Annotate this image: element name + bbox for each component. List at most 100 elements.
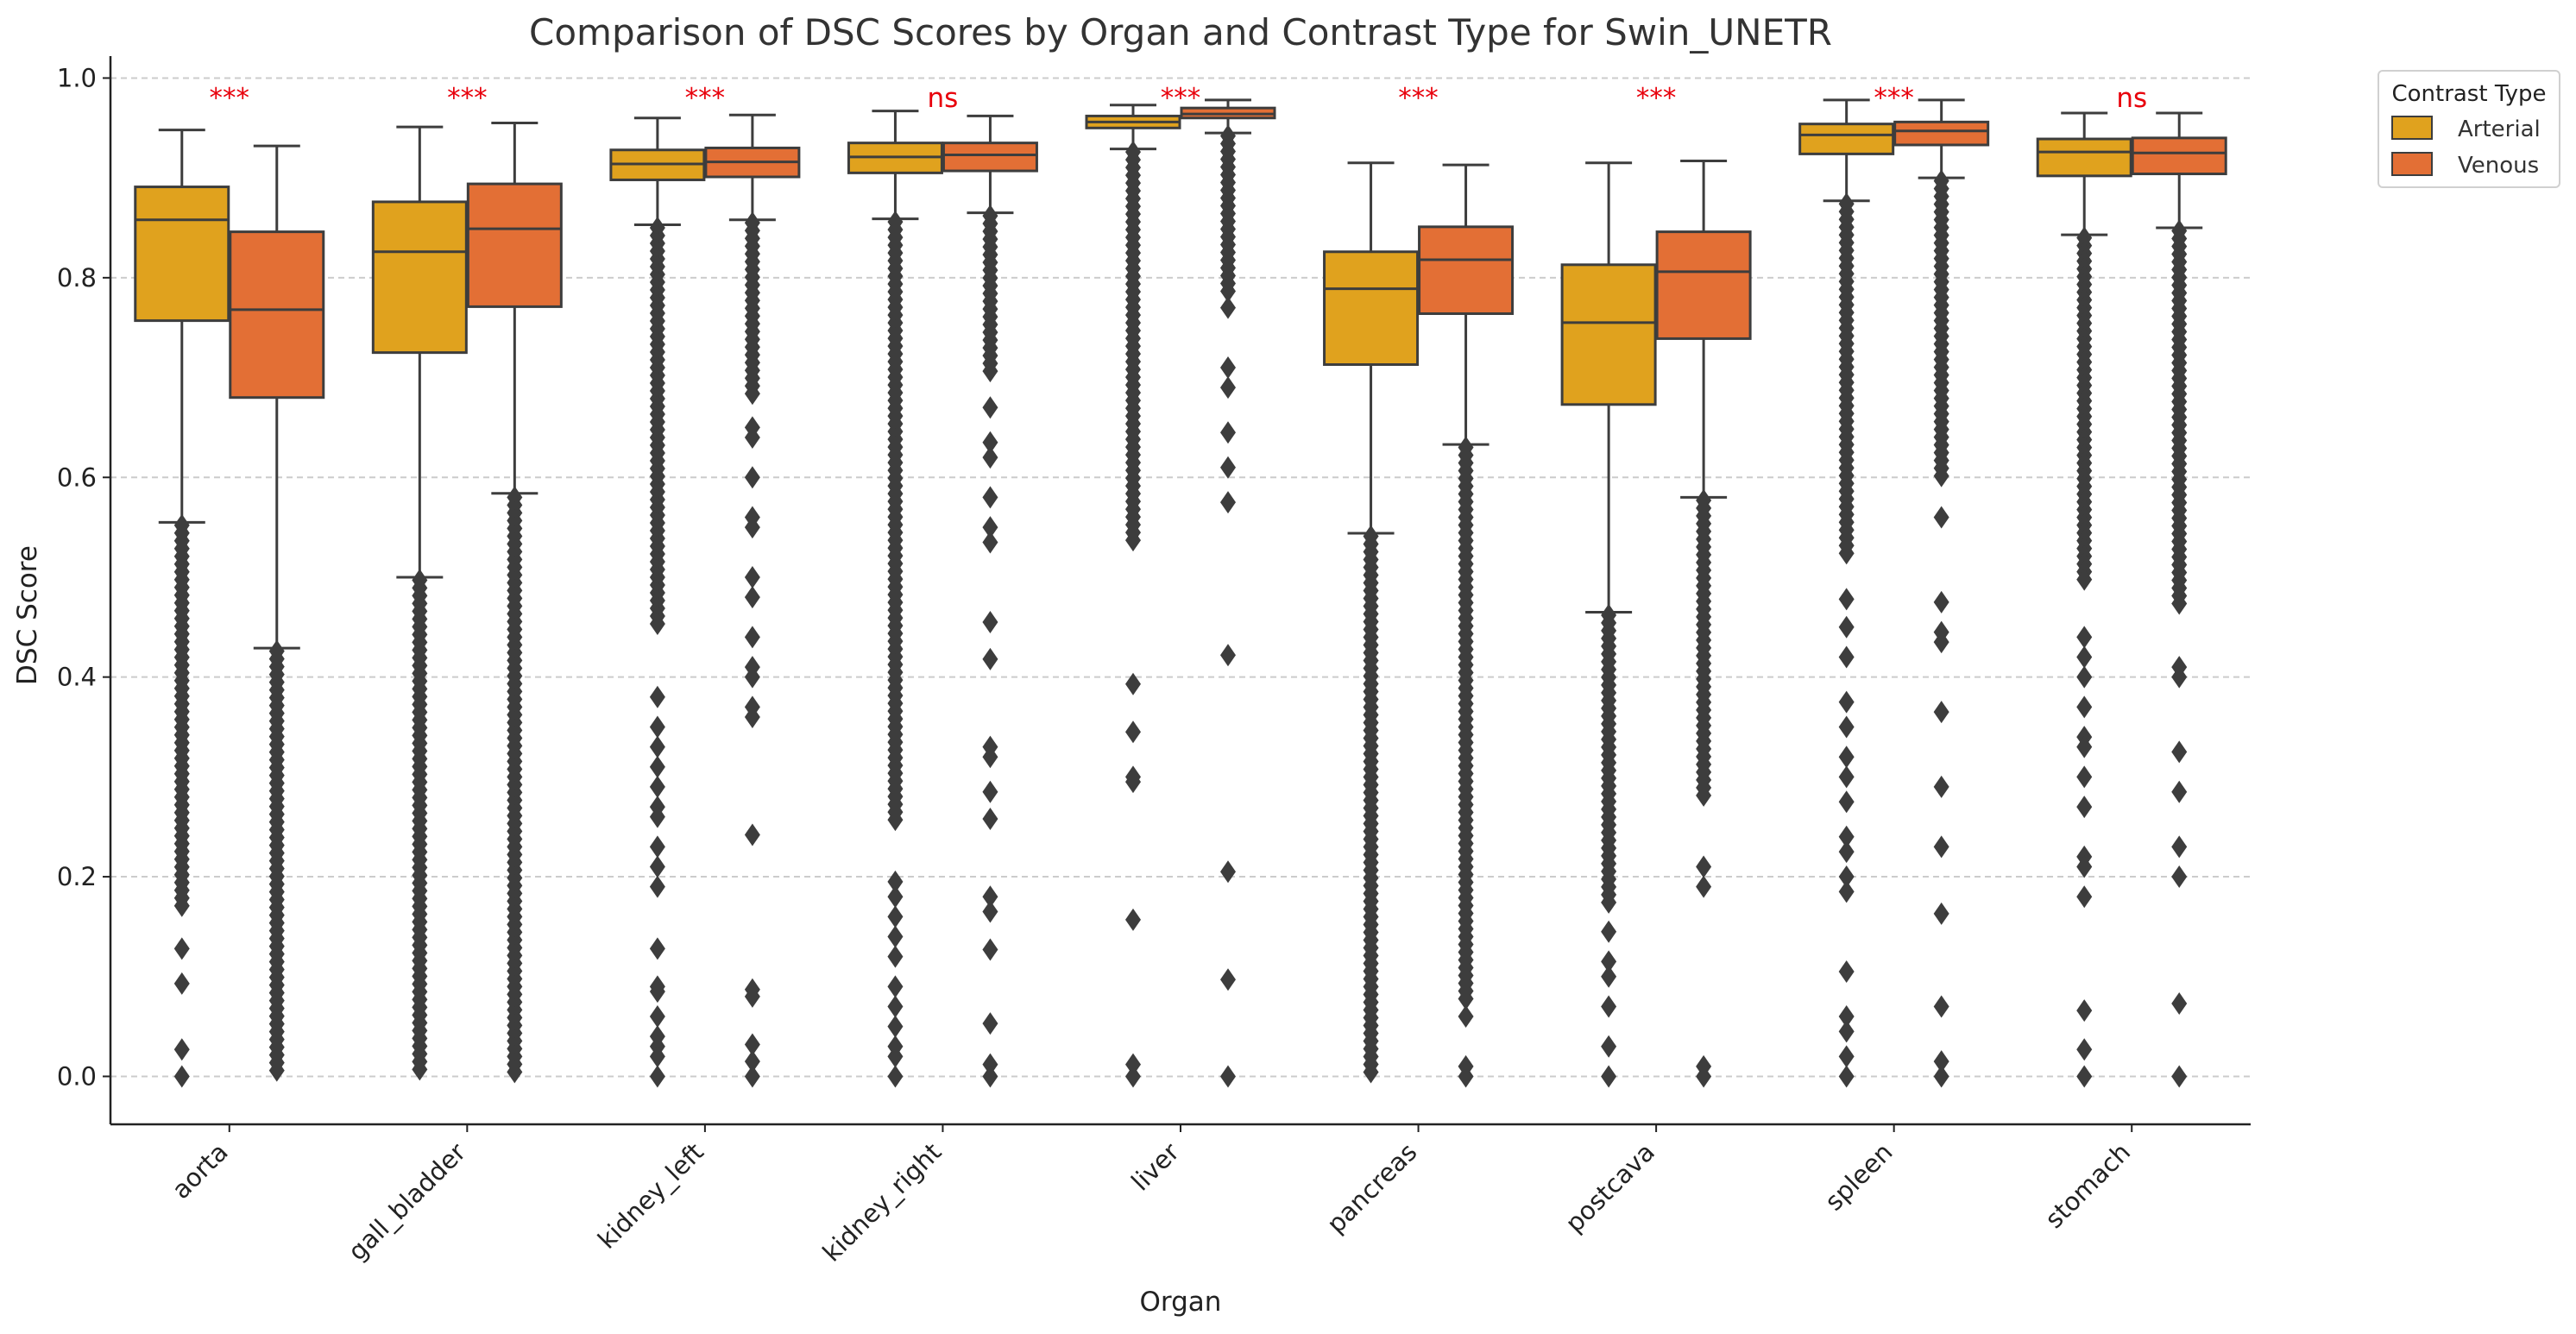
outlier-point (1838, 746, 1855, 769)
box-arterial-stomach (2036, 111, 2132, 1088)
outlier-point (1838, 790, 1855, 814)
box-venous-pancreas (1418, 163, 1515, 1088)
plot-layer: *** *** *** ns *** *** *** *** ns (134, 83, 2227, 1088)
outlier-point (982, 900, 998, 923)
box-body (371, 200, 468, 355)
outlier-point (2076, 568, 2093, 591)
outlier-point (1933, 1065, 1949, 1088)
outlier-point (982, 1065, 998, 1088)
outlier-point (2076, 695, 2093, 719)
outlier-point (649, 1065, 665, 1088)
outlier-point (982, 1012, 998, 1035)
box-arterial-gall-bladder (371, 125, 468, 1081)
outlier-point (1933, 464, 1949, 488)
box-venous-kidney-left (704, 113, 801, 1088)
outlier-point (2171, 835, 2188, 859)
outlier-point (1696, 783, 1712, 807)
outlier-point (887, 995, 904, 1018)
outlier-point (649, 685, 665, 708)
outlier-point (2171, 780, 2188, 803)
box-body (2131, 136, 2227, 176)
outlier-point (1363, 1060, 1379, 1084)
x-tick-label-pancreas: pancreas (1321, 1137, 1423, 1239)
y-axis-label: DSC Score (12, 545, 43, 685)
box-body (2036, 137, 2132, 178)
outlier-point (2076, 1065, 2093, 1088)
significance-label-gall-bladder: *** (447, 83, 488, 114)
y-tick-label: 0.6 (57, 462, 97, 492)
outlier-point (2076, 885, 2093, 909)
box-arterial-aorta (134, 129, 230, 1088)
outlier-point (649, 835, 665, 859)
outlier-point (173, 937, 190, 960)
outlier-point (1696, 875, 1712, 898)
outlier-point (887, 975, 904, 998)
outlier-point (1838, 960, 1855, 983)
outlier-point (507, 1060, 523, 1084)
outlier-point (1220, 356, 1236, 379)
outlier-point (1220, 644, 1236, 667)
outlier-point (744, 466, 760, 489)
outlier-point (887, 885, 904, 909)
outlier-point (982, 360, 998, 383)
outlier-point (1601, 920, 1617, 943)
outlier-point (1601, 950, 1617, 973)
outlier-point (268, 1059, 285, 1082)
outlier-point (2171, 665, 2188, 689)
outlier-point (887, 1065, 904, 1088)
box-body (229, 230, 325, 400)
outlier-point (1838, 865, 1855, 889)
box-venous-spleen (1893, 98, 1990, 1088)
outlier-point (2076, 999, 2093, 1023)
outlier-point (2076, 665, 2093, 689)
outlier-point (1838, 1045, 1855, 1068)
outlier-point (1696, 855, 1712, 878)
outlier-point (1125, 908, 1141, 931)
box-venous-stomach (2131, 111, 2227, 1088)
x-tick-label-aorta: aorta (167, 1137, 234, 1205)
legend-label-venous: Venous (2458, 153, 2539, 179)
box-body (134, 186, 230, 323)
y-tick-label: 0.2 (57, 862, 97, 891)
box-arterial-spleen (1798, 98, 1895, 1088)
outlier-point (744, 705, 760, 728)
outlier-point (887, 945, 904, 968)
outlier-point (1601, 965, 1617, 988)
outlier-point (1458, 1005, 1474, 1029)
outlier-point (1220, 296, 1236, 319)
outlier-point (744, 586, 760, 609)
box-body (1323, 250, 1420, 367)
legend-title: Contrast Type (2391, 81, 2546, 107)
outlier-point (1601, 1065, 1617, 1088)
outlier-point (649, 875, 665, 898)
outlier-point (1838, 840, 1855, 864)
outlier-point (1838, 825, 1855, 848)
outlier-point (412, 1058, 428, 1081)
outlier-point (982, 780, 998, 803)
outlier-point (1838, 1020, 1855, 1043)
outlier-point (744, 1050, 760, 1073)
outlier-point (1601, 995, 1617, 1018)
outlier-point (1125, 771, 1141, 794)
outlier-point (1933, 902, 1949, 925)
outlier-point (649, 735, 665, 758)
x-axis-label: Organ (1140, 1287, 1222, 1318)
box-venous-aorta (229, 144, 325, 1082)
outlier-point (649, 715, 665, 739)
outlier-point (173, 1065, 190, 1088)
box-body (1798, 123, 1895, 155)
box-body (1655, 230, 1752, 340)
outlier-point (1838, 880, 1855, 903)
outlier-point (744, 516, 760, 539)
box-body (1560, 263, 1657, 406)
significance-label-stomach: ns (2116, 83, 2147, 114)
box-arterial-postcava (1560, 161, 1657, 1088)
outlier-point (1220, 421, 1236, 444)
outlier-point (1838, 645, 1855, 669)
outlier-point (887, 809, 904, 832)
outlier-point (649, 755, 665, 778)
outlier-point (982, 938, 998, 961)
box-arterial-pancreas (1323, 161, 1420, 1084)
